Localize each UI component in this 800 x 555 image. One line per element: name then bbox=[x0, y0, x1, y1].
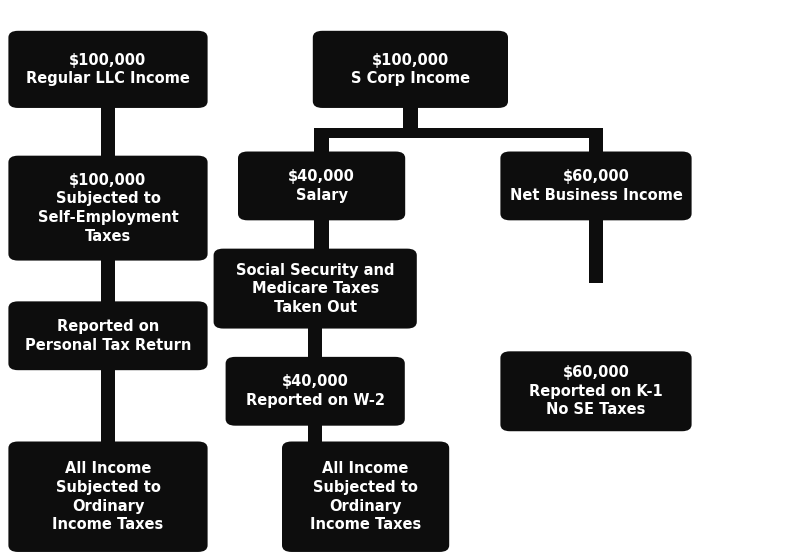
Bar bbox=[314, 214, 329, 255]
FancyBboxPatch shape bbox=[9, 31, 208, 108]
Text: $100,000
Subjected to
Self-Employment
Taxes: $100,000 Subjected to Self-Employment Ta… bbox=[38, 173, 178, 244]
Text: $40,000
Reported on W-2: $40,000 Reported on W-2 bbox=[246, 375, 385, 408]
Text: All Income
Subjected to
Ordinary
Income Taxes: All Income Subjected to Ordinary Income … bbox=[52, 461, 164, 532]
FancyBboxPatch shape bbox=[501, 351, 691, 431]
Text: $100,000
S Corp Income: $100,000 S Corp Income bbox=[351, 53, 470, 86]
FancyBboxPatch shape bbox=[238, 152, 405, 220]
Bar bbox=[314, 133, 329, 158]
Bar bbox=[589, 214, 603, 283]
FancyBboxPatch shape bbox=[501, 152, 691, 220]
FancyBboxPatch shape bbox=[9, 155, 208, 261]
Bar bbox=[101, 364, 115, 448]
Bar bbox=[308, 322, 322, 364]
Text: Reported on
Personal Tax Return: Reported on Personal Tax Return bbox=[25, 319, 191, 352]
Bar bbox=[101, 254, 115, 308]
Text: $60,000
Net Business Income: $60,000 Net Business Income bbox=[510, 169, 682, 203]
FancyBboxPatch shape bbox=[282, 442, 450, 552]
Bar bbox=[403, 128, 603, 138]
FancyBboxPatch shape bbox=[214, 249, 417, 329]
Bar bbox=[403, 102, 418, 133]
Bar bbox=[589, 358, 603, 419]
Text: $60,000
Reported on K-1
No SE Taxes: $60,000 Reported on K-1 No SE Taxes bbox=[529, 365, 663, 417]
FancyBboxPatch shape bbox=[9, 442, 208, 552]
Text: $100,000
Regular LLC Income: $100,000 Regular LLC Income bbox=[26, 53, 190, 86]
Bar bbox=[308, 419, 322, 448]
Bar bbox=[101, 102, 115, 162]
FancyBboxPatch shape bbox=[313, 31, 508, 108]
Text: $40,000
Salary: $40,000 Salary bbox=[288, 169, 355, 203]
Text: All Income
Subjected to
Ordinary
Income Taxes: All Income Subjected to Ordinary Income … bbox=[310, 461, 422, 532]
Text: Social Security and
Medicare Taxes
Taken Out: Social Security and Medicare Taxes Taken… bbox=[236, 263, 394, 315]
FancyBboxPatch shape bbox=[9, 301, 208, 370]
FancyBboxPatch shape bbox=[226, 357, 405, 426]
Bar bbox=[589, 133, 603, 158]
Bar bbox=[314, 128, 418, 138]
